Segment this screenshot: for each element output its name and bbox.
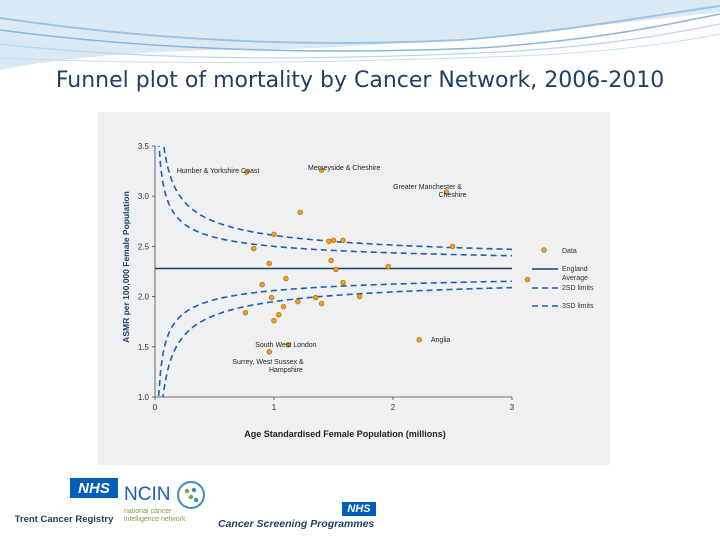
data-point (266, 260, 272, 267)
upper-2sd-limit-line (158, 146, 512, 257)
upper-3sd-limit-line (162, 146, 512, 251)
chart-panel (98, 112, 610, 465)
funnel-plot: 1.0 1.5 2.0 2.5 3.0 3.5 0 1 2 3 Humber & Yorkshir… (121, 142, 594, 439)
data-point (443, 189, 450, 195)
data-point (312, 294, 319, 301)
data-point (266, 349, 272, 355)
data-point (524, 276, 531, 283)
nhs-logo: NHS (342, 502, 376, 516)
x-tick-label: 2 (391, 403, 396, 412)
data-point (285, 342, 291, 348)
lower-2sd-limit-line (157, 280, 512, 397)
legend-label: England (562, 266, 588, 273)
data-point (318, 300, 325, 307)
data-point (295, 298, 301, 305)
ncin-line1: national cancer (124, 508, 172, 515)
data-point (283, 275, 289, 282)
ncin-logo: NCIN national cancer intelligence networ… (124, 478, 214, 530)
trent-cancer-registry-logo: NHS Trent Cancer Registry (8, 478, 120, 530)
x-axis-label: Age Standardised Female Population (mill… (244, 429, 446, 439)
data-point (268, 294, 275, 301)
data-point (326, 238, 332, 245)
screening-name: Cancer Screening Programmes (218, 518, 375, 530)
data-point (330, 237, 337, 244)
data-point (243, 169, 250, 175)
legend-label: Data (562, 248, 577, 255)
data-point (297, 209, 303, 215)
y-tick-label: 3.5 (138, 142, 150, 151)
header-decoration (0, 0, 720, 70)
data-point (242, 309, 249, 316)
data-point (356, 293, 363, 300)
y-axis-label: ASMR per 100,000 Female Population (121, 191, 131, 343)
y-tick-label: 2.5 (138, 242, 150, 251)
data-point (276, 311, 282, 318)
point-annotation: Surrey, West Sussex & (232, 359, 304, 366)
y-tick-label: 3.0 (138, 192, 150, 201)
legend-label: 3SD limits (562, 303, 594, 310)
legend-data-marker (541, 247, 547, 253)
point-annotation: South West London (255, 342, 316, 349)
point-annotation: Greater Manchester & (393, 184, 462, 191)
data-point (318, 167, 325, 173)
data-point (259, 281, 265, 288)
legend-label: 2SD limits (562, 285, 594, 292)
trent-registry-name: Trent Cancer Registry (14, 514, 114, 525)
y-tick-label: 2.0 (138, 293, 150, 302)
data-point (449, 243, 456, 250)
data-point (333, 266, 339, 273)
x-tick-label: 0 (153, 403, 158, 412)
ncin-acronym: NCIN (124, 484, 171, 505)
data-point (340, 237, 346, 244)
point-annotation: Hampshire (269, 367, 303, 374)
x-tick-label: 3 (510, 403, 515, 412)
point-annotation: Merseyside & Cheshire (308, 165, 380, 172)
data-point (416, 337, 422, 343)
ncin-emblem-icon (177, 481, 205, 509)
data-point (385, 263, 391, 270)
nhs-logo: NHS (70, 478, 118, 498)
data-point (280, 303, 287, 310)
y-tick-label: 1.5 (138, 343, 150, 352)
cancer-screening-logo: NHS Cancer Screening Programmes (214, 498, 384, 532)
legend-label: Average (562, 275, 588, 282)
data-point (271, 317, 277, 324)
data-point (340, 279, 346, 286)
data-point (251, 245, 257, 252)
point-annotation: Humber & Yorkshire Coast (177, 168, 260, 175)
ncin-line2: intelligence network (124, 516, 186, 523)
point-annotation: Anglia (431, 337, 451, 344)
point-annotation: Cheshire (438, 192, 466, 199)
data-point (328, 257, 334, 264)
data-point (271, 231, 277, 238)
y-tick-label: 1.0 (138, 393, 150, 402)
x-tick-label: 1 (272, 403, 277, 412)
slide-title: Funnel plot of mortality by Cancer Netwo… (55, 68, 665, 93)
